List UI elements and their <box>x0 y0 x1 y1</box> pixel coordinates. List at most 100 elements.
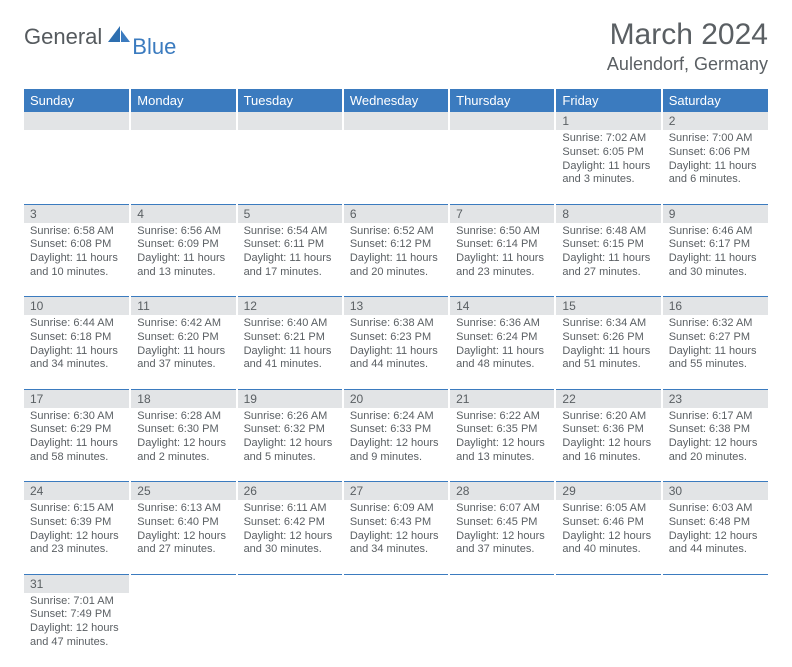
day-number-cell: 30 <box>662 482 768 501</box>
logo: General Blue <box>24 18 178 50</box>
daylight-text-2: and 9 minutes. <box>350 451 442 465</box>
daylight-text: Daylight: 12 hours <box>244 530 336 544</box>
day-content-cell <box>449 130 555 204</box>
day-content-cell: Sunrise: 6:52 AMSunset: 6:12 PMDaylight:… <box>343 223 449 297</box>
daylight-text-2: and 17 minutes. <box>244 266 336 280</box>
day-content-cell: Sunrise: 6:40 AMSunset: 6:21 PMDaylight:… <box>237 315 343 389</box>
daylight-text: Daylight: 11 hours <box>562 160 654 174</box>
day-number-cell: 22 <box>555 389 661 408</box>
day-content-cell: Sunrise: 6:07 AMSunset: 6:45 PMDaylight:… <box>449 500 555 574</box>
day-content-cell: Sunrise: 6:50 AMSunset: 6:14 PMDaylight:… <box>449 223 555 297</box>
day-number-cell: 3 <box>24 204 130 223</box>
day-number-cell <box>237 574 343 593</box>
day-content-cell: Sunrise: 6:11 AMSunset: 6:42 PMDaylight:… <box>237 500 343 574</box>
daylight-text-2: and 3 minutes. <box>562 173 654 187</box>
day-number-cell: 1 <box>555 112 661 130</box>
day-content-cell: Sunrise: 6:44 AMSunset: 6:18 PMDaylight:… <box>24 315 130 389</box>
day-content-cell: Sunrise: 6:30 AMSunset: 6:29 PMDaylight:… <box>24 408 130 482</box>
daynum-row: 10111213141516 <box>24 297 768 316</box>
day-content-cell <box>130 593 236 667</box>
day-header: Thursday <box>449 89 555 112</box>
day-number-cell: 6 <box>343 204 449 223</box>
sunset-text: Sunset: 6:38 PM <box>669 423 762 437</box>
daylight-text: Daylight: 11 hours <box>137 252 229 266</box>
daylight-text-2: and 34 minutes. <box>350 543 442 557</box>
sunrise-text: Sunrise: 6:13 AM <box>137 502 229 516</box>
day-content-cell <box>24 130 130 204</box>
daylight-text: Daylight: 12 hours <box>30 622 123 636</box>
sunrise-text: Sunrise: 7:01 AM <box>30 595 123 609</box>
sunrise-text: Sunrise: 6:40 AM <box>244 317 336 331</box>
day-content-cell: Sunrise: 6:34 AMSunset: 6:26 PMDaylight:… <box>555 315 661 389</box>
sunset-text: Sunset: 6:35 PM <box>456 423 548 437</box>
day-content-cell: Sunrise: 6:03 AMSunset: 6:48 PMDaylight:… <box>662 500 768 574</box>
day-content-cell: Sunrise: 6:17 AMSunset: 6:38 PMDaylight:… <box>662 408 768 482</box>
daylight-text-2: and 20 minutes. <box>350 266 442 280</box>
sunrise-text: Sunrise: 6:38 AM <box>350 317 442 331</box>
daynum-row: 3456789 <box>24 204 768 223</box>
daylight-text-2: and 27 minutes. <box>562 266 654 280</box>
daynum-row: 17181920212223 <box>24 389 768 408</box>
daylight-text: Daylight: 12 hours <box>137 437 229 451</box>
sunset-text: Sunset: 6:32 PM <box>244 423 336 437</box>
daylight-text: Daylight: 12 hours <box>669 437 762 451</box>
day-number-cell: 18 <box>130 389 236 408</box>
sunset-text: Sunset: 6:12 PM <box>350 238 442 252</box>
daynum-row: 12 <box>24 112 768 130</box>
day-content-cell: Sunrise: 6:42 AMSunset: 6:20 PMDaylight:… <box>130 315 236 389</box>
sunset-text: Sunset: 6:45 PM <box>456 516 548 530</box>
day-content-cell <box>662 593 768 667</box>
sunrise-text: Sunrise: 6:11 AM <box>244 502 336 516</box>
sunset-text: Sunset: 6:21 PM <box>244 331 336 345</box>
day-content-cell: Sunrise: 6:28 AMSunset: 6:30 PMDaylight:… <box>130 408 236 482</box>
day-content-cell: Sunrise: 6:13 AMSunset: 6:40 PMDaylight:… <box>130 500 236 574</box>
daylight-text: Daylight: 11 hours <box>137 345 229 359</box>
daylight-text-2: and 6 minutes. <box>669 173 762 187</box>
sunset-text: Sunset: 6:17 PM <box>669 238 762 252</box>
daylight-text: Daylight: 11 hours <box>244 345 336 359</box>
sunset-text: Sunset: 6:42 PM <box>244 516 336 530</box>
sunrise-text: Sunrise: 6:42 AM <box>137 317 229 331</box>
sunrise-text: Sunrise: 6:34 AM <box>562 317 654 331</box>
sunset-text: Sunset: 6:36 PM <box>562 423 654 437</box>
day-header: Saturday <box>662 89 768 112</box>
daylight-text-2: and 23 minutes. <box>30 543 123 557</box>
sunrise-text: Sunrise: 6:24 AM <box>350 410 442 424</box>
day-number-cell: 4 <box>130 204 236 223</box>
sunset-text: Sunset: 6:11 PM <box>244 238 336 252</box>
daylight-text: Daylight: 12 hours <box>137 530 229 544</box>
daylight-text: Daylight: 11 hours <box>456 345 548 359</box>
day-number-cell: 17 <box>24 389 130 408</box>
day-number-cell: 12 <box>237 297 343 316</box>
daylight-text-2: and 16 minutes. <box>562 451 654 465</box>
day-content-cell: Sunrise: 6:32 AMSunset: 6:27 PMDaylight:… <box>662 315 768 389</box>
daylight-text-2: and 13 minutes. <box>456 451 548 465</box>
sunrise-text: Sunrise: 6:50 AM <box>456 225 548 239</box>
day-number-cell: 11 <box>130 297 236 316</box>
daylight-text-2: and 10 minutes. <box>30 266 123 280</box>
day-header: Friday <box>555 89 661 112</box>
daylight-text: Daylight: 11 hours <box>30 345 123 359</box>
daylight-text: Daylight: 11 hours <box>562 345 654 359</box>
sunset-text: Sunset: 6:18 PM <box>30 331 123 345</box>
daylight-text: Daylight: 12 hours <box>456 530 548 544</box>
day-number-cell <box>130 112 236 130</box>
content-row: Sunrise: 7:02 AMSunset: 6:05 PMDaylight:… <box>24 130 768 204</box>
day-header: Sunday <box>24 89 130 112</box>
sunrise-text: Sunrise: 6:09 AM <box>350 502 442 516</box>
sunrise-text: Sunrise: 6:54 AM <box>244 225 336 239</box>
sunrise-text: Sunrise: 6:48 AM <box>562 225 654 239</box>
daylight-text-2: and 37 minutes. <box>137 358 229 372</box>
day-number-cell: 21 <box>449 389 555 408</box>
sunrise-text: Sunrise: 6:07 AM <box>456 502 548 516</box>
daylight-text-2: and 30 minutes. <box>669 266 762 280</box>
day-number-cell: 20 <box>343 389 449 408</box>
day-content-cell: Sunrise: 6:22 AMSunset: 6:35 PMDaylight:… <box>449 408 555 482</box>
sunset-text: Sunset: 6:43 PM <box>350 516 442 530</box>
sunrise-text: Sunrise: 6:03 AM <box>669 502 762 516</box>
day-content-cell: Sunrise: 6:56 AMSunset: 6:09 PMDaylight:… <box>130 223 236 297</box>
daylight-text: Daylight: 11 hours <box>669 345 762 359</box>
daylight-text-2: and 27 minutes. <box>137 543 229 557</box>
day-number-cell: 28 <box>449 482 555 501</box>
day-content-cell: Sunrise: 6:09 AMSunset: 6:43 PMDaylight:… <box>343 500 449 574</box>
